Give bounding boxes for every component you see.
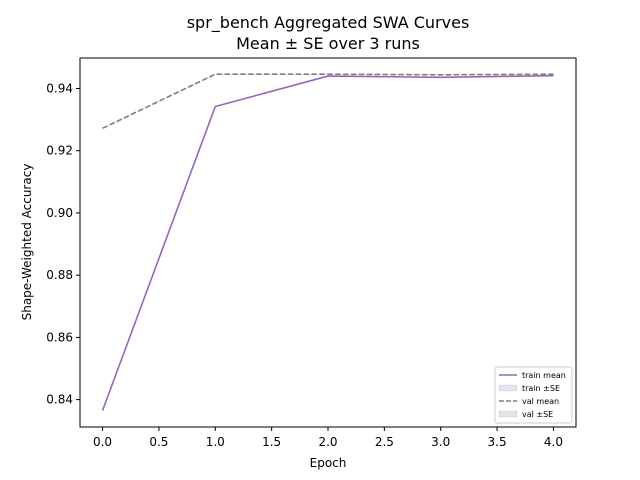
y-tick-label: 0.84 xyxy=(46,393,73,407)
se-band-0 xyxy=(102,75,554,411)
y-tick-label: 0.90 xyxy=(46,206,73,220)
legend-swatch-val-se xyxy=(498,410,518,418)
x-tick-label: 1.0 xyxy=(206,435,225,449)
x-tick-label: 0.0 xyxy=(93,435,112,449)
chart-title: spr_bench Aggregated SWA Curves xyxy=(187,13,470,33)
y-axis-label: Shape-Weighted Accuracy xyxy=(20,164,34,321)
x-tick-label: 2.0 xyxy=(318,435,337,449)
x-axis-ticks: 0.0 0.5 1.0 1.5 2.0 2.5 3.0 3.5 4.0 xyxy=(93,427,563,449)
series-line-1 xyxy=(102,73,554,130)
se-band-1 xyxy=(102,73,554,129)
x-tick-label: 1.5 xyxy=(262,435,281,449)
legend: train mean train ±SE val mean val ±SE xyxy=(494,366,573,424)
x-tick-label: 2.5 xyxy=(375,435,394,449)
x-tick-label: 3.5 xyxy=(488,435,507,449)
y-axis-ticks: 0.84 0.86 0.88 0.90 0.92 0.94 xyxy=(46,81,80,407)
series-line-0 xyxy=(101,74,554,411)
y-tick-label: 0.88 xyxy=(46,268,73,282)
se-bands xyxy=(102,73,554,411)
y-tick-label: 0.86 xyxy=(46,330,73,344)
legend-frame xyxy=(494,366,573,424)
x-axis-label: Epoch xyxy=(310,456,347,470)
series-lines xyxy=(101,73,554,411)
legend-label-val-se: val ±SE xyxy=(522,410,553,419)
x-tick-label: 3.0 xyxy=(431,435,450,449)
legend-label-train-mean: train mean xyxy=(522,371,566,380)
legend-swatch-train-se xyxy=(498,384,518,392)
x-tick-label: 4.0 xyxy=(544,435,563,449)
x-tick-label: 0.5 xyxy=(149,435,168,449)
chart-subtitle: Mean ± SE over 3 runs xyxy=(236,34,420,53)
y-tick-label: 0.92 xyxy=(46,144,73,158)
y-tick-label: 0.94 xyxy=(46,81,73,95)
legend-label-train-se: train ±SE xyxy=(522,384,560,393)
legend-label-val-mean: val mean xyxy=(522,397,559,406)
